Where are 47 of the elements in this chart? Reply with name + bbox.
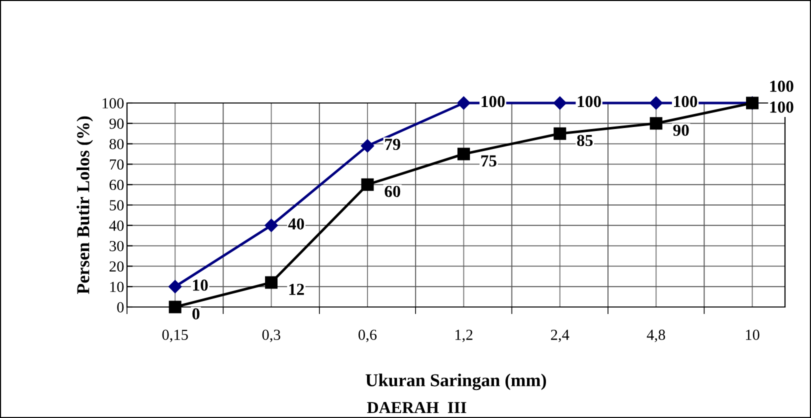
x-tick-label: 4,8 (646, 330, 666, 342)
data-label: 100 (674, 96, 698, 108)
data-label: 79 (385, 138, 400, 150)
point (457, 148, 470, 160)
y-tick-label: 40 (109, 220, 124, 231)
x-tick-label: 0,6 (358, 330, 377, 342)
x-tick-label: 10 (746, 330, 760, 340)
x-tick-label: 2,4 (551, 330, 570, 342)
point (650, 117, 662, 130)
y-tick-label: 30 (110, 240, 124, 252)
point (650, 96, 663, 110)
y-tick-label: 80 (110, 138, 124, 150)
y-tick-label: 90 (109, 118, 124, 129)
point (360, 139, 374, 152)
data-label: 0 (192, 308, 200, 320)
y-tick-label: 0 (117, 302, 124, 312)
text: DAERAH III (367, 402, 466, 414)
x-tick-label: 0,15 (162, 330, 188, 342)
y-tick-label: 60 (110, 180, 124, 190)
point (554, 127, 566, 140)
data-label: 90 (673, 124, 689, 136)
data-label: 10 (193, 280, 208, 291)
point (457, 96, 470, 110)
x-axis-title: Ukuran Saringan (mm) (366, 374, 546, 390)
data-label: 85 (577, 134, 593, 146)
point (168, 300, 182, 314)
point (553, 96, 566, 110)
data-label: 12 (289, 284, 304, 295)
x-tick-label: 1,2 (455, 330, 472, 342)
data-label: 100 (578, 96, 601, 108)
data-label: 60 (384, 186, 400, 198)
point (264, 218, 278, 232)
point (361, 178, 374, 191)
point (168, 280, 182, 294)
y-axis-title: Persen Butir Lolos (%) (76, 116, 93, 294)
y-tick-label: 10 (110, 282, 124, 292)
y-tick-label: 20 (110, 261, 124, 272)
data-label: 75 (481, 155, 496, 167)
y-tick-label: 50 (110, 200, 124, 210)
y-tick-label: 70 (110, 159, 124, 170)
data-label: 100 (482, 96, 505, 108)
x-tick-label: 0,3 (262, 330, 280, 342)
data-label: 40 (288, 218, 304, 230)
data-label: 100 (770, 80, 794, 92)
point (265, 276, 278, 289)
data-label: 100 (770, 101, 794, 113)
y-tick-label: 100 (102, 98, 124, 108)
